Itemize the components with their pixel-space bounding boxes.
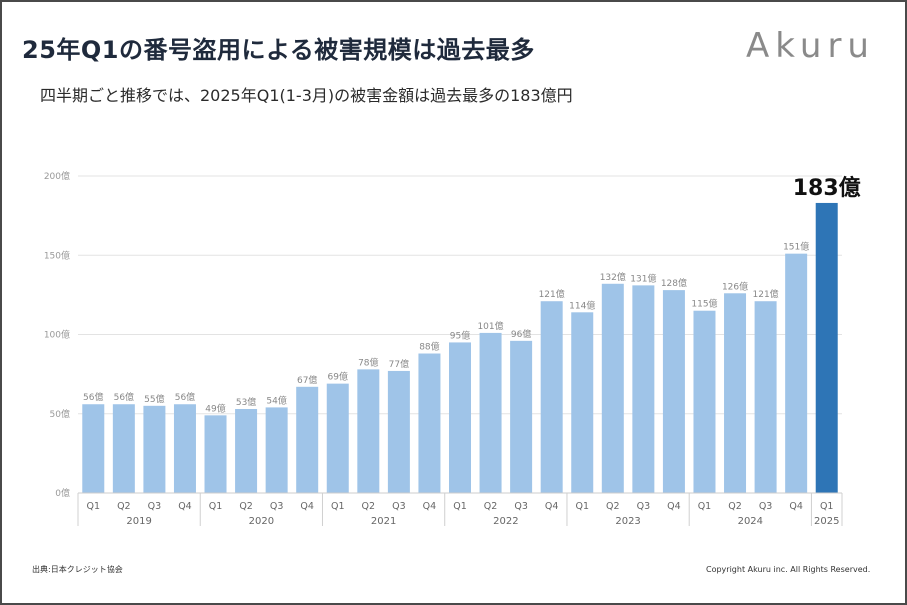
x-category-label: Q4 (545, 501, 559, 512)
bar (265, 407, 288, 493)
x-category-label: Q3 (637, 501, 651, 512)
data-label: 115億 (691, 298, 717, 310)
data-label: 128億 (661, 277, 687, 289)
x-category-label: Q3 (270, 501, 284, 512)
x-category-label: Q3 (148, 501, 162, 512)
bar-highlight (815, 202, 838, 493)
data-label: 101億 (477, 320, 503, 332)
data-label: 78億 (358, 356, 378, 368)
data-labels: 56億 56億 55億 56億 49億 53億 54億 67億 69億 78億 77億 88億 95億 1… (83, 175, 861, 414)
bar (601, 283, 624, 493)
x-category-label: Q2 (362, 501, 376, 512)
bar (754, 301, 777, 493)
x-category-label: Q1 (331, 501, 345, 512)
x-category-label: Q1 (698, 501, 712, 512)
x-category-label: Q1 (820, 501, 834, 512)
x-axis: Q1 Q2 Q3 Q4 Q1 Q2 Q3 Q4 Q1 Q2 Q3 Q4 Q1 Q2 Q3 Q4 Q1 Q2 Q3 Q4… (77, 492, 843, 527)
x-category-label: Q1 (575, 501, 589, 512)
bar (296, 386, 319, 493)
x-category-label: Q2 (117, 501, 131, 512)
akuru-logo: Akuru (746, 26, 875, 66)
data-label: 126億 (722, 280, 748, 292)
page-title: 25年Q1の番号盗用による被害規模は過去最多 (22, 36, 535, 64)
x-category-label: Q4 (423, 501, 437, 512)
data-label: 54億 (266, 394, 286, 406)
data-label: 183億 (793, 175, 861, 201)
y-tick-label: 100億 (44, 329, 70, 341)
bar (387, 370, 410, 493)
data-label: 69億 (328, 371, 348, 383)
x-category-label: Q4 (667, 501, 681, 512)
bar (449, 342, 471, 493)
bar (662, 290, 685, 493)
data-label: 55億 (144, 393, 164, 405)
x-category-label: Q1 (453, 501, 467, 512)
bar (82, 404, 105, 493)
x-category-label: Q1 (87, 501, 101, 512)
bar (571, 312, 594, 493)
bar (418, 353, 441, 493)
data-label: 56億 (83, 391, 103, 403)
data-label: 151億 (783, 241, 809, 253)
x-category-label: Q3 (392, 501, 406, 512)
data-label: 114億 (569, 299, 595, 311)
bar (173, 404, 196, 493)
bar (540, 301, 563, 493)
source-note: 出典:日本クレジット協会 (32, 565, 123, 574)
bars (82, 202, 838, 493)
x-category-label: Q1 (209, 501, 223, 512)
bar (724, 293, 747, 493)
x-category-label: Q2 (484, 501, 498, 512)
year-label: 2025 (814, 516, 839, 527)
x-category-label: Q2 (239, 501, 253, 512)
data-label: 132億 (600, 271, 626, 283)
bar (204, 415, 227, 493)
bar (143, 405, 166, 493)
data-label: 95億 (450, 329, 470, 341)
year-label: 2020 (249, 516, 274, 527)
x-category-label: Q3 (759, 501, 773, 512)
data-label: 67億 (297, 374, 317, 386)
page-subtitle: 四半期ごと推移では、2025年Q1(1-3月)の被害金額は過去最多の183億円 (40, 86, 573, 105)
bar (357, 369, 380, 493)
x-category-label: Q2 (606, 501, 620, 512)
year-label: 2021 (371, 516, 396, 527)
year-label: 2022 (493, 516, 518, 527)
bar (785, 253, 808, 493)
y-tick-label: 0億 (55, 487, 70, 499)
x-category-label: Q4 (789, 501, 803, 512)
x-category-label: Q4 (300, 501, 314, 512)
copyright-note: Copyright Akuru inc. All Rights Reserved… (706, 565, 871, 574)
bar (510, 340, 533, 493)
y-tick-label: 200億 (44, 170, 70, 182)
bar (326, 383, 349, 493)
data-label: 88億 (419, 341, 439, 353)
x-category-label: Q4 (178, 501, 192, 512)
bar (112, 404, 135, 493)
x-category-label: Q2 (728, 501, 742, 512)
bar (479, 332, 502, 493)
bar (235, 408, 258, 493)
year-label: 2019 (126, 516, 151, 527)
data-label: 49億 (205, 402, 225, 414)
x-category-label: Q3 (514, 501, 528, 512)
year-label: 2024 (738, 516, 763, 527)
year-label: 2023 (615, 516, 640, 527)
data-label: 56億 (175, 391, 195, 403)
data-label: 131億 (630, 272, 656, 284)
data-label: 121億 (753, 288, 779, 300)
bar (632, 285, 655, 493)
y-tick-label: 150億 (44, 249, 70, 261)
data-label: 53億 (236, 396, 256, 408)
y-axis-ticks: 0億 50億 100億 150億 200億 (44, 170, 70, 499)
bar (693, 310, 716, 493)
data-label: 77億 (389, 358, 409, 370)
data-label: 96億 (511, 328, 531, 340)
data-label: 56億 (114, 391, 134, 403)
y-tick-label: 50億 (50, 408, 70, 420)
data-label: 121億 (539, 288, 565, 300)
